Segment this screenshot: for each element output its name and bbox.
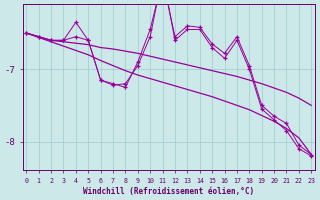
X-axis label: Windchill (Refroidissement éolien,°C): Windchill (Refroidissement éolien,°C) (83, 187, 254, 196)
